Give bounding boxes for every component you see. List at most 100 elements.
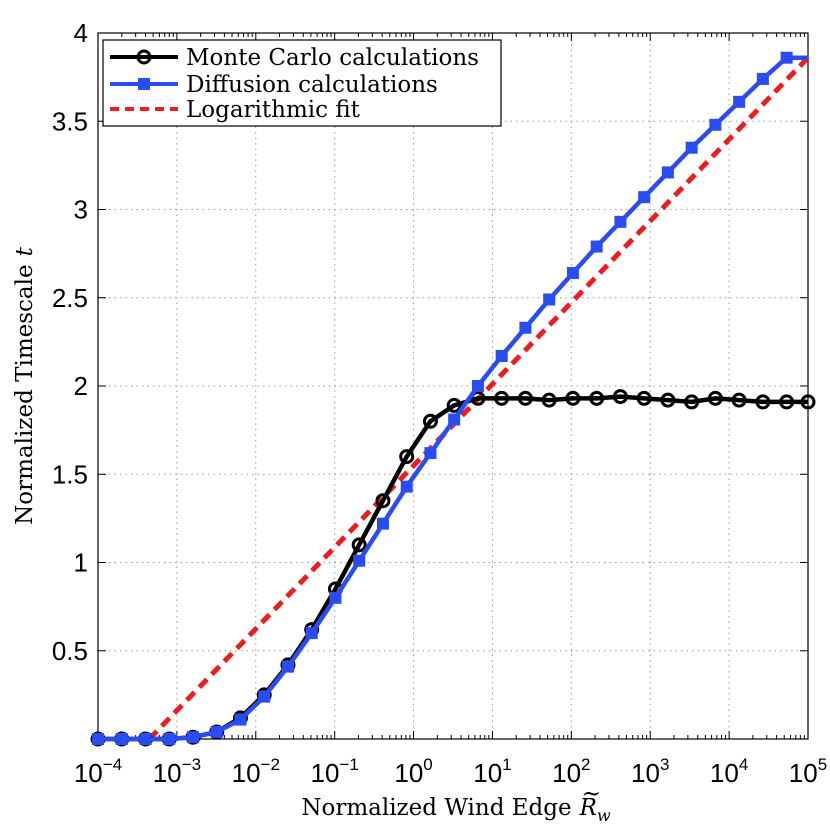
data-point-monte-carlo xyxy=(399,449,415,465)
data-point-diffusion xyxy=(376,517,389,530)
data-point-diffusion xyxy=(400,480,413,493)
x-tick-base: 10 xyxy=(631,758,660,788)
x-tick-base: 10 xyxy=(74,758,103,788)
y-tick-label: 1 xyxy=(74,548,88,578)
data-point-monte-carlo xyxy=(541,392,557,408)
data-point-monte-carlo xyxy=(660,392,676,408)
x-tick-label: 10−2 xyxy=(232,755,280,788)
x-tick-exponent: 4 xyxy=(739,755,748,774)
data-point-monte-carlo xyxy=(636,390,652,406)
y-tick-label: 2.5 xyxy=(52,283,88,313)
legend: Monte Carlo calculations Diffusion calcu… xyxy=(102,39,502,127)
x-tick-base: 10 xyxy=(552,758,581,788)
data-point-diffusion xyxy=(353,554,366,567)
y-axis-title-symbol: t xyxy=(12,246,38,256)
x-tick-label: 101 xyxy=(473,755,511,788)
x-tick-base: 10 xyxy=(153,758,182,788)
x-tick-label: 100 xyxy=(394,755,432,788)
data-point-diffusion xyxy=(780,51,793,64)
x-tick-label: 10−1 xyxy=(311,755,359,788)
data-point-diffusion xyxy=(234,713,247,726)
x-tick-base: 10 xyxy=(394,758,423,788)
data-point-diffusion xyxy=(210,725,223,738)
data-point-monte-carlo xyxy=(422,413,438,429)
data-point-diffusion xyxy=(685,141,698,154)
y-axis-title: Normalized Timescale t xyxy=(12,246,38,524)
data-point-monte-carlo xyxy=(731,392,747,408)
data-point-monte-carlo xyxy=(612,389,628,405)
data-point-diffusion xyxy=(733,95,746,108)
data-point-diffusion xyxy=(709,118,722,131)
data-point-monte-carlo xyxy=(565,390,581,406)
y-axis-tick-labels: 0.5 1 1.5 2 2.5 3 3.5 4 xyxy=(52,18,88,666)
data-point-monte-carlo xyxy=(800,394,816,410)
x-axis-tick-labels: 10−4 10−3 10−2 10−1 100 101 102 103 104 105 xyxy=(74,755,827,788)
x-tick-label: 105 xyxy=(789,755,827,788)
y-tick-label: 3.5 xyxy=(52,106,88,136)
data-point-diffusion xyxy=(305,627,318,640)
legend-label-log-fit: Logarithmic fit xyxy=(186,97,361,123)
x-tick-exponent: −3 xyxy=(182,755,201,774)
x-axis-title-main: Normalized Wind Edge xyxy=(301,795,571,821)
data-point-diffusion xyxy=(186,731,199,744)
data-point-diffusion xyxy=(92,733,104,745)
y-axis-title-main: Normalized Timescale xyxy=(12,264,38,524)
x-axis-title: Normalized Wind Edge Rw xyxy=(301,795,611,825)
legend-label-monte-carlo: Monte Carlo calculations xyxy=(186,45,479,71)
data-point-monte-carlo xyxy=(589,390,605,406)
x-tick-exponent: −1 xyxy=(339,755,358,774)
legend-item-diffusion: Diffusion calculations xyxy=(110,72,438,98)
data-point-diffusion xyxy=(614,215,627,228)
x-tick-base: 10 xyxy=(473,758,502,788)
x-tick-label: 10−3 xyxy=(153,755,201,788)
legend-label-diffusion: Diffusion calculations xyxy=(186,72,438,98)
x-tick-label: 10−4 xyxy=(74,755,122,788)
y-tick-label: 1.5 xyxy=(52,459,88,489)
legend-marker-diffusion xyxy=(138,78,150,90)
data-point-diffusion xyxy=(495,349,508,362)
x-tick-base: 10 xyxy=(232,758,261,788)
data-point-diffusion xyxy=(471,380,484,392)
data-point-diffusion xyxy=(638,191,651,204)
data-point-diffusion xyxy=(448,413,461,426)
data-point-diffusion xyxy=(424,447,437,460)
axis-ticks xyxy=(97,32,809,739)
data-point-diffusion xyxy=(329,591,342,604)
data-point-diffusion xyxy=(590,240,603,253)
data-point-diffusion xyxy=(566,267,579,280)
x-tick-base: 10 xyxy=(710,758,739,788)
x-tick-exponent: 3 xyxy=(660,755,669,774)
x-tick-exponent: −2 xyxy=(261,755,280,774)
svg-text:Normalized Timescalet: Normalized Timescale t xyxy=(12,246,38,524)
x-tick-exponent: 5 xyxy=(818,755,827,774)
data-point-monte-carlo xyxy=(446,397,462,413)
legend-marker-monte-carlo xyxy=(136,49,152,65)
x-axis-title-subscript: w xyxy=(597,806,611,825)
legend-item-log-fit: Logarithmic fit xyxy=(110,97,361,123)
data-point-monte-carlo xyxy=(375,493,391,509)
data-point-monte-carlo xyxy=(684,394,700,410)
data-point-diffusion xyxy=(281,660,294,673)
x-tick-label: 102 xyxy=(552,755,590,788)
legend-item-monte-carlo: Monte Carlo calculations xyxy=(110,45,479,71)
data-point-monte-carlo xyxy=(755,394,771,410)
x-axis-title-tilde: ~ xyxy=(582,781,601,807)
data-point-monte-carlo xyxy=(351,537,367,553)
x-axis-title-symbol: R xyxy=(579,795,597,821)
data-point-diffusion xyxy=(543,293,556,306)
data-point-diffusion xyxy=(139,733,152,745)
data-point-monte-carlo xyxy=(707,390,723,406)
y-tick-label: 0.5 xyxy=(52,636,88,666)
x-tick-label: 104 xyxy=(710,755,748,788)
y-tick-label: 3 xyxy=(74,195,88,225)
data-point-diffusion xyxy=(661,166,674,179)
x-tick-exponent: −4 xyxy=(103,755,122,774)
series-layer xyxy=(90,51,816,747)
data-point-monte-carlo xyxy=(517,390,533,406)
data-point-monte-carlo xyxy=(779,394,795,410)
x-tick-label: 103 xyxy=(631,755,669,788)
data-point-monte-carlo xyxy=(494,390,510,406)
data-point-diffusion xyxy=(163,733,176,745)
